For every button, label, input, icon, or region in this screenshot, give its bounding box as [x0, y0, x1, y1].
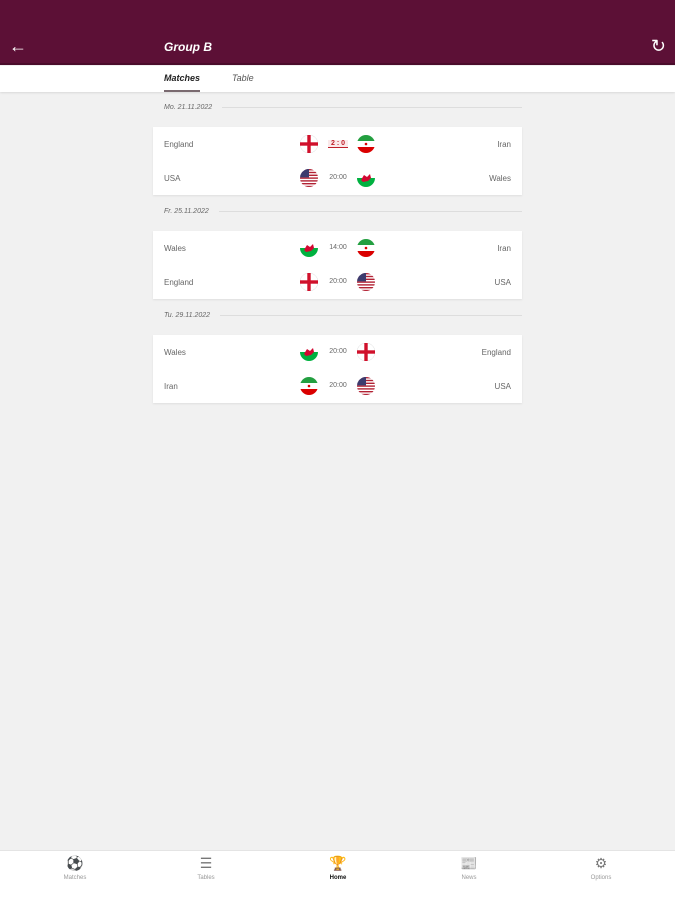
- away-team: USA: [494, 278, 511, 287]
- away-team: USA: [494, 382, 511, 391]
- nav-label: Matches: [63, 875, 87, 881]
- nav-item-options[interactable]: ⚙ Options: [561, 855, 641, 881]
- match-row[interactable]: Wales 20:00 England: [153, 335, 522, 369]
- trophy-icon: 🏆: [329, 855, 347, 871]
- away-team: England: [481, 348, 511, 357]
- usa-flag-icon: [300, 169, 318, 187]
- tab-bar: Matches Table: [0, 66, 675, 92]
- usa-flag-icon: [357, 377, 375, 395]
- away-team: Iran: [497, 244, 511, 253]
- iran-flag-icon: [300, 377, 318, 395]
- nav-item-matches[interactable]: ⚽ Matches: [35, 855, 115, 881]
- nav-item-news[interactable]: 📰 News: [429, 855, 509, 881]
- away-team: Wales: [489, 174, 511, 183]
- home-team: England: [164, 140, 194, 149]
- bottom-nav: ⚽ Matches ☰ Tables 🏆 Home 📰 News ⚙ Options: [0, 850, 675, 900]
- wales-flag-icon: [300, 239, 318, 257]
- refresh-icon[interactable]: ↻: [650, 36, 666, 56]
- newspaper-icon: 📰: [460, 855, 478, 871]
- home-team: Wales: [164, 348, 186, 357]
- app-header: ← Group B ↻: [0, 0, 675, 65]
- match-row[interactable]: USA 20:00 Wales: [153, 161, 522, 195]
- away-team: Iran: [497, 140, 511, 149]
- tab-table[interactable]: Table: [232, 73, 254, 83]
- list-icon: ☰: [199, 855, 213, 871]
- kickoff-time: 20:00: [329, 348, 347, 355]
- match-card: Wales 20:00 England Iran 20:00 USA: [153, 335, 522, 403]
- home-team: Iran: [164, 382, 178, 391]
- england-flag-icon: [300, 135, 318, 153]
- nav-label: Tables: [197, 875, 215, 881]
- nav-label: Options: [590, 875, 612, 881]
- tab-matches[interactable]: Matches: [164, 73, 201, 92]
- match-row[interactable]: Iran 20:00 USA: [153, 369, 522, 403]
- usa-flag-icon: [357, 273, 375, 291]
- date-header: Tu. 29.11.2022: [164, 312, 522, 319]
- wales-flag-icon: [300, 343, 318, 361]
- soccer-ball-icon: ⚽: [66, 855, 84, 871]
- gear-icon: ⚙: [594, 855, 608, 871]
- wales-flag-icon: [357, 169, 375, 187]
- kickoff-time: 20:00: [329, 278, 347, 285]
- home-team: Wales: [164, 244, 186, 253]
- match-row[interactable]: England 2 : 0 Iran: [153, 127, 522, 161]
- match-row[interactable]: Wales 14:00 Iran: [153, 231, 522, 265]
- nav-item-home[interactable]: 🏆 Home: [298, 855, 378, 881]
- home-team: USA: [164, 174, 181, 183]
- date-header: Mo. 21.11.2022: [164, 104, 522, 111]
- date-header: Fr. 25.11.2022: [164, 208, 522, 215]
- iran-flag-icon: [357, 239, 375, 257]
- nav-label: Home: [329, 875, 347, 881]
- kickoff-time: 20:00: [329, 174, 347, 181]
- nav-label: News: [461, 875, 477, 881]
- nav-item-tables[interactable]: ☰ Tables: [166, 855, 246, 881]
- england-flag-icon: [300, 273, 318, 291]
- page-title: Group B: [164, 40, 212, 54]
- match-card: Wales 14:00 Iran England 20:00 USA: [153, 231, 522, 299]
- iran-flag-icon: [357, 135, 375, 153]
- match-score: 2 : 0: [327, 140, 348, 148]
- kickoff-time: 14:00: [329, 244, 347, 251]
- match-row[interactable]: England 20:00 USA: [153, 265, 522, 299]
- arrow-left-icon[interactable]: ←: [9, 36, 27, 56]
- england-flag-icon: [357, 343, 375, 361]
- match-card: England 2 : 0 Iran USA 20:00 Wales: [153, 127, 522, 195]
- home-team: England: [164, 278, 194, 287]
- kickoff-time: 20:00: [329, 382, 347, 389]
